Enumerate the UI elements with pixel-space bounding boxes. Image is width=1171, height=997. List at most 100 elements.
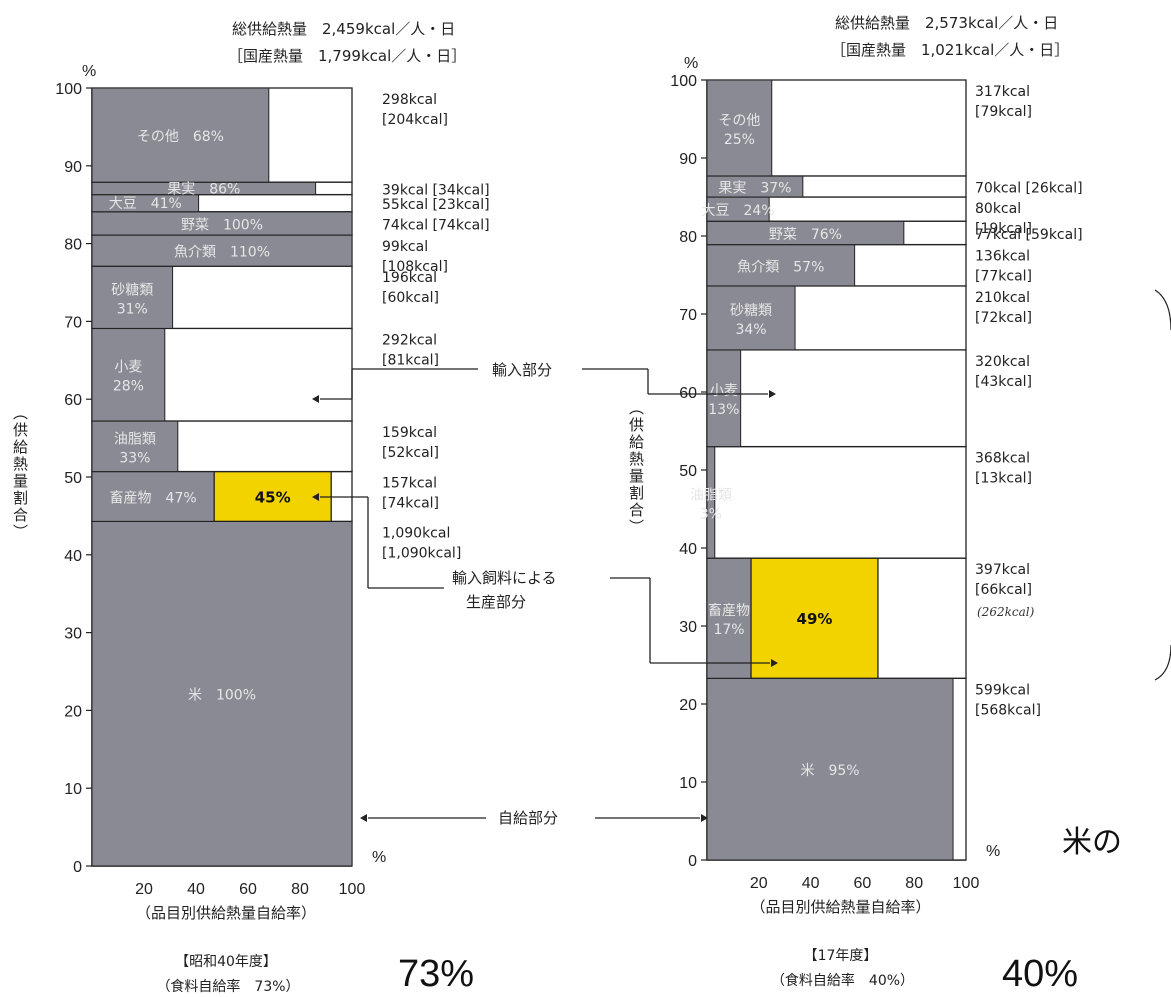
kcal-domestic-1-5: [77kcal] bbox=[975, 269, 1032, 285]
bar-name-0-7: 大豆 41% bbox=[109, 196, 182, 212]
bracket-bottom bbox=[1154, 644, 1171, 681]
kcal-domestic-0-2: [52kcal] bbox=[382, 445, 439, 461]
bar-0-0 bbox=[91, 520, 353, 867]
kcal-1-7: 80kcal bbox=[975, 201, 1021, 217]
y-tick-label-0-3: 30 bbox=[64, 626, 82, 643]
bar-name-1-9: その他 bbox=[718, 113, 760, 129]
kcal-0-8: 39kcal [34kcal] bbox=[382, 182, 490, 198]
x-tick-label-0-4: 100 bbox=[339, 881, 366, 898]
kcal-1-9: 317kcal bbox=[975, 84, 1030, 100]
x-axis-label-0: （品目別供給熱量自給率） bbox=[136, 904, 316, 922]
kcal-0-4: 196kcal bbox=[382, 270, 437, 286]
bar-name-1-5: 魚介類 57% bbox=[737, 259, 824, 275]
y-tick-label-0-2: 20 bbox=[64, 703, 82, 720]
y-tick-label-1-3: 30 bbox=[679, 619, 697, 636]
ann-import-arrow-left bbox=[312, 395, 319, 403]
y-tick-label-1-1: 10 bbox=[679, 775, 697, 792]
ann-feed-line2: 生産部分 bbox=[466, 593, 526, 611]
x-axis-label-1: （品目別供給熱量自給率） bbox=[750, 898, 930, 916]
y-tick-label-0-8: 80 bbox=[64, 237, 82, 254]
bar-name-0-9: その他 68% bbox=[137, 129, 224, 145]
bar-name-1-4: 砂糖類 bbox=[730, 303, 772, 319]
bar-name-1-6: 野菜 76% bbox=[769, 227, 842, 243]
y-unit-0: % bbox=[82, 63, 96, 80]
feed-bar-1-1 bbox=[750, 557, 879, 679]
rate-label-0: （食料自給率 73%） bbox=[156, 978, 299, 995]
bar-1-0 bbox=[706, 677, 954, 861]
kcal-1-5: 136kcal bbox=[975, 249, 1030, 265]
y-tick-label-0-4: 40 bbox=[64, 548, 82, 565]
ann-self-part: 自給部分 bbox=[498, 809, 558, 827]
bar-1-5 bbox=[706, 244, 856, 287]
kcal-domestic-1-0: [568kcal] bbox=[975, 702, 1041, 718]
bar-name-0-0: 米 100% bbox=[188, 688, 256, 704]
kcal-domestic-1-1: [66kcal] bbox=[975, 582, 1032, 598]
x-unit-0: % bbox=[372, 849, 386, 866]
kcal-domestic-1-4: [72kcal] bbox=[975, 310, 1032, 326]
bar-name-1-8: 果実 37% bbox=[718, 180, 791, 196]
feed-label-0-1: 45% bbox=[255, 488, 291, 506]
kcal-1-2: 368kcal bbox=[975, 451, 1030, 467]
x-tick-label-0-3: 80 bbox=[291, 881, 309, 898]
kcal-domestic-0-0: [1,090kcal] bbox=[382, 545, 461, 561]
y-tick-label-1-8: 80 bbox=[679, 229, 697, 246]
kcal-0-1: 157kcal bbox=[382, 476, 437, 492]
header-domestic-0: ［国産熱量 1,799kcal／人・日］ bbox=[228, 47, 466, 65]
kcal-domestic-0-5: [108kcal] bbox=[382, 259, 448, 275]
y-tick-label-1-2: 20 bbox=[679, 697, 697, 714]
y-tick-label-1-7: 70 bbox=[679, 307, 697, 324]
bar-name-1-3: 小麦 bbox=[710, 383, 738, 399]
y-tick-label-1-4: 40 bbox=[679, 541, 697, 558]
kcal-domestic-1-2: [13kcal] bbox=[975, 471, 1032, 487]
y-tick-label-0-0: 0 bbox=[73, 859, 82, 876]
x-tick-label-1-2: 60 bbox=[854, 875, 872, 892]
feed-label-1-1: 49% bbox=[797, 610, 833, 628]
kcal-0-3: 292kcal bbox=[382, 332, 437, 348]
y-axis-label-0: （供給熱量割合） bbox=[11, 405, 29, 541]
y-tick-label-0-10: 100 bbox=[55, 81, 82, 98]
import-box-1-3 bbox=[706, 349, 967, 448]
ann-feed-line1: 輸入飼料による bbox=[452, 569, 557, 587]
bar-name-0-2: 油脂類 bbox=[114, 431, 156, 447]
kcal-0-7: 55kcal [23kcal] bbox=[382, 197, 490, 213]
y-tick-label-0-6: 60 bbox=[64, 392, 82, 409]
bar-name-1-2: 油脂類 bbox=[690, 487, 732, 503]
bar-name-0-5: 魚介類 110% bbox=[174, 245, 270, 261]
bar-name-0-3: 小麦 bbox=[114, 360, 142, 376]
bar-name-0-1: 畜産物 47% bbox=[110, 490, 197, 506]
big-rate-0: 73% bbox=[398, 953, 474, 995]
ann-import-part: 輸入部分 bbox=[492, 361, 552, 379]
bar-name-0-6: 野菜 100% bbox=[181, 217, 263, 233]
x-tick-label-0-2: 60 bbox=[239, 881, 257, 898]
kcal-1-3: 320kcal bbox=[975, 354, 1030, 370]
import-box-1-2 bbox=[706, 445, 967, 559]
x-tick-label-0-1: 40 bbox=[187, 881, 205, 898]
bar-0-1 bbox=[91, 471, 215, 522]
header-domestic-1: ［国産熱量 1,021kcal／人・日］ bbox=[831, 41, 1069, 59]
y-tick-label-0-7: 70 bbox=[64, 314, 82, 331]
y-unit-1: % bbox=[684, 55, 698, 72]
bar-ratio-1-3: 13% bbox=[708, 402, 739, 418]
kcal-domestic-0-1: [74kcal] bbox=[382, 496, 439, 512]
bar-0-9 bbox=[91, 87, 270, 183]
ann-feed-arrow-left bbox=[312, 493, 319, 501]
kcal-1-8: 70kcal [26kcal] bbox=[975, 180, 1083, 196]
y-tick-label-0-5: 50 bbox=[64, 470, 82, 487]
x-tick-label-1-4: 100 bbox=[953, 875, 980, 892]
x-tick-label-1-3: 80 bbox=[905, 875, 923, 892]
bar-ratio-1-2: 3% bbox=[700, 506, 722, 522]
kcal-1-4: 210kcal bbox=[975, 290, 1030, 306]
y-tick-label-1-0: 0 bbox=[688, 853, 697, 870]
bar-ratio-1-4: 34% bbox=[735, 322, 766, 338]
kcal-0-5: 99kcal bbox=[382, 239, 428, 255]
bar-0-2 bbox=[91, 420, 179, 473]
y-tick-label-0-1: 10 bbox=[64, 781, 82, 798]
y-tick-label-1-10: 100 bbox=[670, 73, 697, 90]
y-axis-label-1: （供給熱量割合） bbox=[627, 400, 645, 536]
ann-self-arrow-right bbox=[701, 814, 708, 822]
bar-name-0-8: 果実 86% bbox=[167, 181, 240, 197]
kcal-0-9: 298kcal bbox=[382, 92, 437, 108]
y-tick-label-1-9: 90 bbox=[679, 151, 697, 168]
kcal-0-6: 74kcal [74kcal] bbox=[382, 217, 490, 233]
rate-label-1: （食料自給率 40%） bbox=[771, 972, 914, 989]
